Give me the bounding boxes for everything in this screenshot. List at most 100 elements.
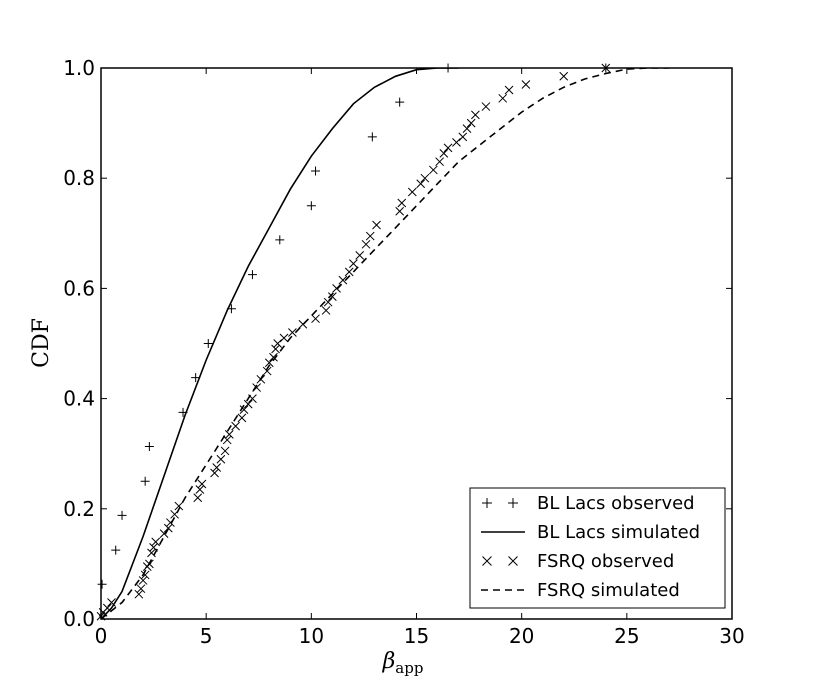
x-marker [256,374,266,384]
y-tick-label: 0.4 [63,387,95,411]
x-marker [462,124,472,133]
plus-marker [111,545,121,555]
x-marker [264,358,274,368]
plus-marker [508,498,518,508]
plus-marker [275,235,285,245]
plus-marker [203,339,213,348]
x-marker [134,589,144,599]
x-marker [407,187,417,197]
x-marker [159,529,169,538]
x-axis-label: βapp [382,649,424,677]
x-marker [145,559,154,569]
x-marker [151,537,161,547]
x-marker [321,306,331,315]
x-marker [195,485,205,494]
plus-marker [395,97,405,107]
x-marker [166,518,175,527]
plus-marker [247,270,257,280]
x-marker [220,446,230,456]
x-marker [323,297,333,307]
x-marker [361,239,371,249]
x-marker [355,250,365,260]
bl-lacs-simulated-line [101,68,459,619]
x-marker [458,132,468,142]
x-marker [252,383,262,392]
x-marker [420,173,430,183]
plus-marker [178,407,188,417]
y-tick-label: 1.0 [63,56,95,80]
x-marker [344,267,354,277]
y-tick-label: 0.2 [63,497,95,521]
x-tick-label: 30 [719,624,744,648]
x-marker [298,319,308,329]
legend-label: BL Lacs observed [537,493,695,514]
legend-item: FSRQ observed [482,551,674,572]
fsrq-observed-points [96,63,611,621]
x-marker [147,548,156,558]
x-marker [102,603,112,613]
x-marker [239,405,249,414]
x-marker [222,435,232,445]
x-marker [443,143,453,153]
x-axis-label-symbol: β [382,649,396,674]
x-marker [397,198,407,208]
x-marker [193,493,203,503]
x-marker [163,523,173,533]
x-marker [471,110,480,120]
x-marker [262,366,272,376]
x-marker [269,352,278,362]
x-marker [288,328,297,337]
y-tick-label: 0.8 [63,166,95,190]
x-marker [498,93,508,103]
x-axis-label-subscript: app [395,659,423,677]
x-marker [328,292,337,302]
x-axis: 0 5 10 15 20 25 30 [95,68,745,648]
legend-label: FSRQ observed [537,551,674,572]
x-marker [349,259,358,268]
x-marker [521,80,531,89]
x-marker [216,454,226,464]
x-marker [372,220,381,230]
plus-marker [226,304,236,314]
x-marker [149,543,158,552]
x-marker [416,179,426,189]
x-marker [170,509,179,519]
x-marker [140,570,150,580]
x-marker [273,339,283,348]
x-marker [311,314,320,324]
x-marker [212,463,222,472]
x-marker [559,71,569,81]
x-tick-label: 20 [509,624,534,648]
legend: BL Lacs observed BL Lacs simulated FSRQ ob… [469,487,726,609]
markers-layer [96,63,611,621]
x-marker [197,479,207,489]
bl-lacs-observed-points [97,63,611,589]
x-marker [482,556,492,566]
fsrq-simulated-line [101,68,669,619]
x-marker [279,333,289,343]
x-marker [107,598,116,607]
x-marker [271,344,280,354]
x-marker [332,284,341,293]
x-marker [435,157,444,167]
x-marker [174,501,184,511]
x-marker [395,206,405,216]
curves-layer [101,68,669,619]
x-tick-label: 0 [95,624,108,648]
x-marker [231,421,240,431]
y-axis-label: CDF [29,318,54,368]
x-marker [138,576,148,585]
x-marker [237,413,247,423]
legend-item: FSRQ simulated [481,580,680,601]
plus-marker [306,201,316,211]
x-marker [243,399,253,409]
plus-marker [311,166,321,176]
x-marker [439,149,449,158]
y-axis: 0.0 0.2 0.4 0.6 0.8 1.0 [63,56,732,631]
legend-label: FSRQ simulated [537,580,680,601]
x-marker [365,231,375,241]
x-tick-label: 25 [614,624,639,648]
x-marker [504,85,514,95]
y-tick-label: 0.0 [63,607,95,631]
